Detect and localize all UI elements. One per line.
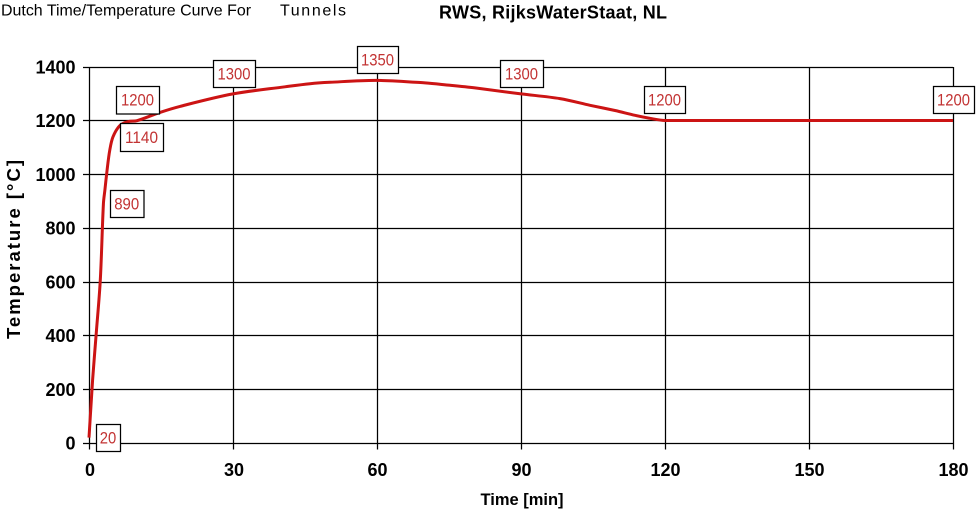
svg-text:1300: 1300 bbox=[505, 65, 538, 84]
svg-text:120: 120 bbox=[650, 460, 680, 480]
svg-text:60: 60 bbox=[367, 460, 387, 480]
svg-text:1000: 1000 bbox=[35, 165, 75, 185]
svg-text:1200: 1200 bbox=[648, 91, 681, 110]
svg-text:Dutch Time/Temperature Curve F: Dutch Time/Temperature Curve For bbox=[1, 3, 252, 20]
svg-text:600: 600 bbox=[45, 272, 75, 292]
svg-text:1200: 1200 bbox=[35, 111, 75, 131]
svg-text:30: 30 bbox=[224, 460, 244, 480]
svg-text:800: 800 bbox=[45, 219, 75, 239]
svg-text:1140: 1140 bbox=[125, 128, 158, 147]
svg-text:1200: 1200 bbox=[121, 91, 154, 110]
svg-text:1400: 1400 bbox=[35, 58, 75, 78]
svg-text:Temperature [°C]: Temperature [°C] bbox=[3, 160, 24, 339]
svg-text:1200: 1200 bbox=[937, 91, 970, 110]
svg-text:RWS, RijksWaterStaat, NL: RWS, RijksWaterStaat, NL bbox=[439, 3, 667, 23]
svg-text:20: 20 bbox=[100, 429, 117, 448]
svg-text:1350: 1350 bbox=[361, 51, 394, 70]
svg-text:180: 180 bbox=[938, 460, 968, 480]
svg-text:0: 0 bbox=[85, 460, 95, 480]
svg-text:200: 200 bbox=[45, 380, 75, 400]
svg-text:890: 890 bbox=[114, 195, 139, 214]
svg-text:Time [min]: Time [min] bbox=[481, 491, 564, 509]
svg-text:400: 400 bbox=[45, 326, 75, 346]
svg-text:1300: 1300 bbox=[218, 65, 251, 84]
svg-text:Tunnels: Tunnels bbox=[280, 3, 346, 20]
svg-text:150: 150 bbox=[794, 460, 824, 480]
svg-text:90: 90 bbox=[511, 460, 531, 480]
svg-text:0: 0 bbox=[65, 434, 75, 454]
